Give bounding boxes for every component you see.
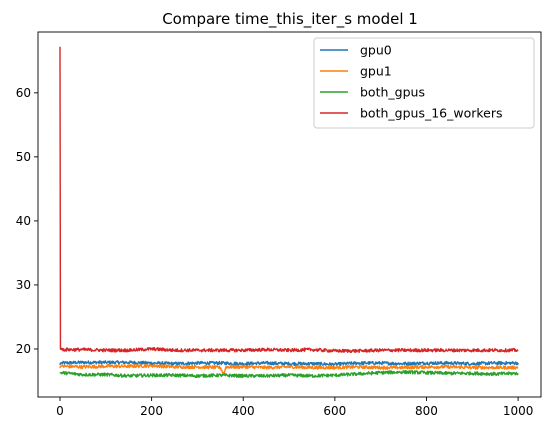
x-tick-label: 800 bbox=[415, 404, 438, 418]
x-tick-label: 1000 bbox=[503, 404, 534, 418]
series-line-gpu1 bbox=[59, 363, 519, 376]
legend-label: both_gpus bbox=[360, 85, 425, 100]
legend-label: gpu1 bbox=[360, 64, 392, 79]
x-tick-label: 200 bbox=[140, 404, 163, 418]
y-tick-label: 60 bbox=[16, 86, 31, 100]
legend-box bbox=[313, 37, 535, 129]
y-axis: 20 30 40 50 60 bbox=[16, 86, 38, 356]
y-tick-label: 40 bbox=[16, 214, 31, 228]
series-layer bbox=[59, 46, 519, 379]
series-line-both-gpus bbox=[59, 369, 519, 379]
legend-label: both_gpus_16_workers bbox=[360, 106, 503, 121]
y-tick-label: 30 bbox=[16, 278, 31, 292]
y-tick-label: 50 bbox=[16, 150, 31, 164]
x-tick-label: 400 bbox=[232, 404, 255, 418]
series-line-gpu0 bbox=[59, 360, 519, 367]
y-tick-label: 20 bbox=[16, 342, 31, 356]
legend-label: gpu0 bbox=[360, 43, 392, 58]
x-tick-label: 600 bbox=[323, 404, 346, 418]
series-line-both-gpus-16-workers bbox=[59, 46, 519, 354]
x-axis: 0 200 400 600 800 1000 bbox=[56, 397, 533, 418]
chart-title: Compare time_this_iter_s model 1 bbox=[162, 10, 418, 29]
legend: gpu0 gpu1 both_gpus both_gpus_16_workers bbox=[313, 37, 535, 129]
plot-frame bbox=[37, 31, 542, 398]
x-tick-label: 0 bbox=[56, 404, 64, 418]
